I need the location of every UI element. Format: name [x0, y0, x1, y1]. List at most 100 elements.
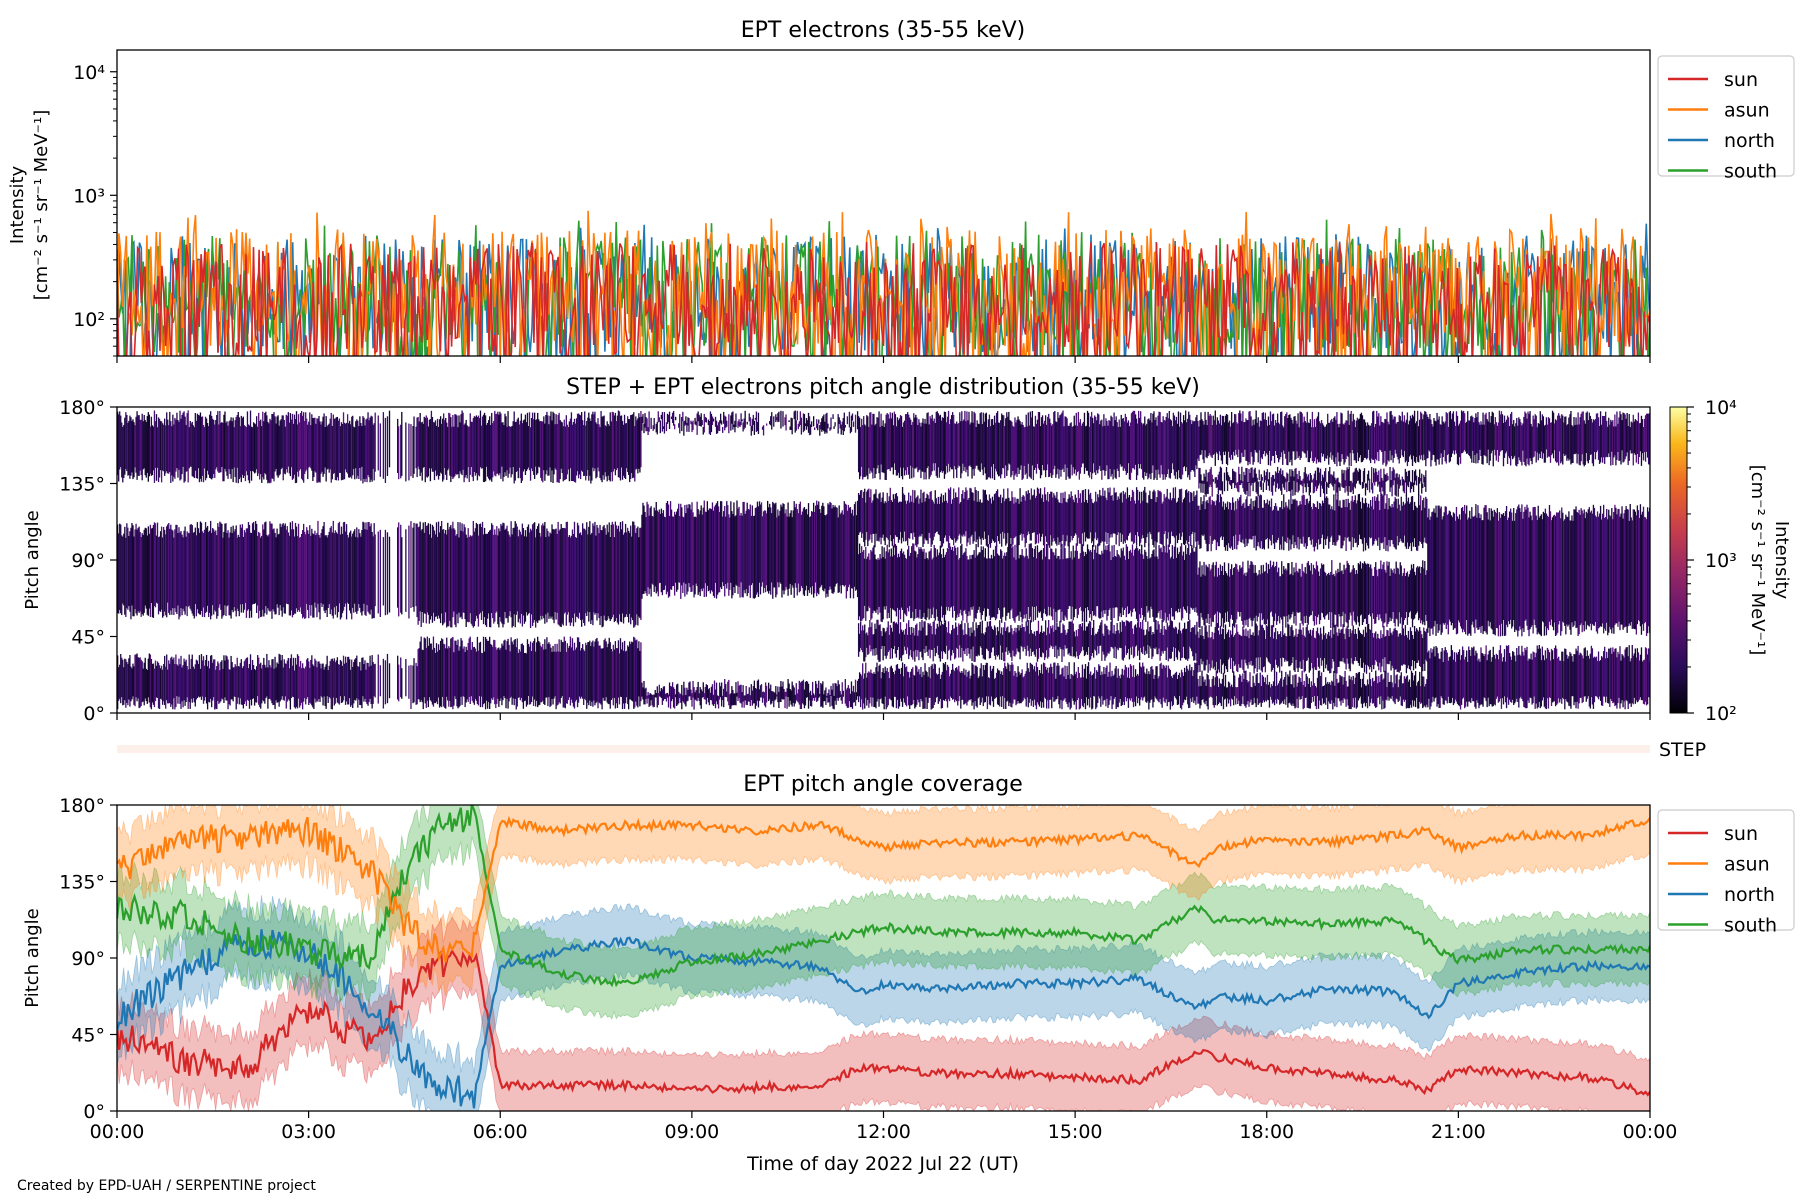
heat-cell	[768, 682, 770, 701]
heat-cell	[1044, 415, 1047, 478]
heat-cell	[532, 523, 535, 623]
heat-cell	[1204, 411, 1206, 451]
heat-cell	[174, 529, 176, 609]
heat-cell	[289, 658, 292, 710]
heat-cell	[991, 558, 994, 618]
heat-cell	[1055, 678, 1057, 700]
heat-cell	[126, 662, 128, 703]
heat-cell	[1354, 468, 1356, 489]
heat-cell	[799, 411, 802, 425]
heat-cell	[961, 494, 963, 536]
heat-cell	[1398, 633, 1400, 673]
heat-cell	[351, 659, 353, 706]
heat-cell	[516, 526, 518, 612]
heat-cell	[1395, 423, 1397, 454]
heat-cell	[501, 422, 503, 467]
heat-cell	[290, 529, 293, 611]
heat-cell	[1398, 474, 1400, 489]
heat-cell	[1152, 550, 1154, 617]
heat-cell	[156, 661, 159, 698]
heat-cell	[1093, 423, 1095, 464]
heat-cell	[223, 655, 225, 703]
heat-cell	[898, 633, 901, 660]
heat-cell	[1342, 423, 1344, 459]
heat-cell	[460, 414, 462, 474]
heat-cell	[1339, 423, 1341, 466]
heat-cell	[582, 523, 584, 620]
heat-cell	[188, 427, 190, 469]
heat-cell	[963, 419, 965, 471]
heat-cell	[1059, 415, 1061, 470]
heat-cell	[1307, 474, 1309, 487]
heat-cell	[310, 535, 312, 616]
heat-cell	[120, 524, 122, 614]
heat-cell	[1159, 632, 1161, 661]
heat-cell	[285, 414, 287, 470]
heat-cell	[926, 493, 928, 541]
heat-cell	[1164, 667, 1166, 703]
heat-cell	[1007, 488, 1009, 533]
heat-cell	[208, 530, 211, 613]
heat-cell	[746, 421, 748, 425]
heat-cell	[1315, 687, 1318, 710]
heat-cell	[868, 553, 870, 607]
heat-cell	[1150, 626, 1152, 649]
heat-cell	[1237, 482, 1239, 492]
heat-cell	[180, 531, 182, 609]
heat-cell	[902, 676, 905, 699]
heat-cell	[1299, 569, 1301, 613]
heat-cell	[1292, 471, 1294, 496]
heat-cell	[1049, 494, 1051, 548]
heat-cell	[1067, 498, 1069, 547]
heat-cell	[872, 547, 874, 614]
heat-cell	[1093, 503, 1095, 547]
heat-cell	[1180, 543, 1183, 621]
heat-cell	[1240, 635, 1242, 668]
heat-cell	[896, 664, 899, 700]
heat-cell	[808, 692, 811, 701]
heat-cell	[1204, 679, 1206, 705]
heat-cell	[1300, 629, 1302, 669]
heat-cell	[1316, 565, 1319, 618]
heat-cell	[1151, 634, 1153, 660]
heat-cell	[201, 416, 204, 476]
heat-cell	[1275, 422, 1278, 455]
heat-cell	[1152, 669, 1154, 708]
heat-cell	[1392, 419, 1394, 463]
heat-cell	[1005, 556, 1007, 621]
heat-cell	[680, 503, 682, 599]
heat-cell	[695, 517, 697, 584]
heat-cell	[782, 681, 784, 700]
heat-cell	[462, 531, 464, 613]
heat-cell	[352, 415, 354, 476]
heat-cell	[537, 636, 539, 708]
heat-cell	[532, 641, 535, 706]
heat-cell	[1105, 545, 1107, 610]
heat-cell	[1327, 634, 1329, 671]
heat-cell	[817, 423, 819, 431]
heat-cell	[864, 558, 866, 606]
heat-cell	[1254, 565, 1256, 628]
heat-cell	[219, 411, 221, 473]
heat-cell	[498, 647, 500, 707]
heat-cell	[423, 416, 425, 467]
heat-cell	[1369, 500, 1372, 539]
heat-cell	[1302, 571, 1304, 626]
heat-cell	[267, 667, 269, 709]
heat-cell	[878, 411, 880, 474]
heat-cell	[1263, 470, 1265, 483]
heat-cell	[479, 641, 482, 708]
heat-cell	[437, 426, 440, 480]
heat-cell	[917, 554, 919, 617]
heat-cell	[222, 423, 224, 482]
heat-cell	[763, 510, 766, 588]
heat-cell	[173, 424, 175, 477]
heat-cell	[1373, 575, 1375, 619]
heat-cell	[981, 550, 983, 616]
heat-cell	[1033, 666, 1036, 700]
heat-cell	[758, 689, 761, 701]
heat-cell	[901, 662, 904, 707]
heat-cell	[186, 531, 188, 617]
heat-cell	[1255, 410, 1257, 453]
heat-cell	[840, 512, 842, 594]
